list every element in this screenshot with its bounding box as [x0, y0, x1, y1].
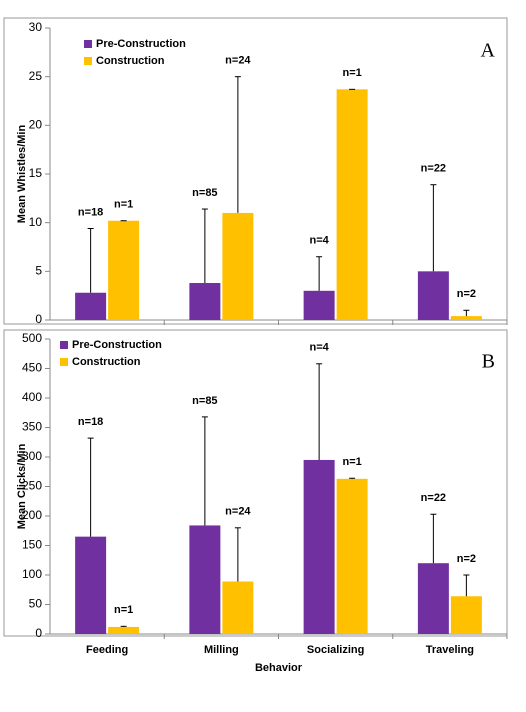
y-tick-label: 300: [22, 449, 42, 463]
legend-swatch: [84, 57, 92, 65]
annotation: n=1: [114, 604, 133, 616]
y-tick-label: 30: [29, 20, 43, 34]
y-tick-label: 350: [22, 420, 42, 434]
error-bar: [463, 309, 470, 317]
annotation: n=18: [78, 206, 103, 218]
annotation: n=22: [421, 163, 446, 175]
bar: [450, 316, 482, 320]
annotation: n=4: [309, 342, 329, 354]
annotation: n=1: [342, 456, 361, 468]
y-tick-label: 150: [22, 538, 42, 552]
bar: [336, 478, 368, 634]
error-bar: [316, 256, 323, 291]
error-bar: [316, 363, 323, 460]
error-bar: [234, 76, 241, 213]
bar: [189, 525, 221, 634]
bar: [336, 89, 368, 320]
bar: [450, 596, 482, 634]
y-tick-label: 15: [29, 166, 43, 180]
legend-label: Pre-Construction: [72, 339, 162, 351]
y-tick-label: 250: [22, 479, 42, 493]
panel-label: A: [481, 40, 496, 62]
y-tick-label: 100: [22, 567, 42, 581]
x-axis-title: Behavior: [255, 662, 303, 674]
panel-label: B: [482, 351, 495, 373]
annotation: n=1: [342, 67, 361, 79]
legend-swatch: [60, 358, 68, 366]
bar: [189, 283, 221, 320]
bar: [108, 626, 140, 634]
error-bar: [430, 513, 437, 564]
legend-swatch: [84, 40, 92, 48]
y-tick-label: 0: [35, 312, 42, 326]
bar: [417, 271, 449, 320]
y-tick-label: 400: [22, 390, 42, 404]
error-bar: [349, 477, 356, 479]
bar: [417, 563, 449, 634]
annotation: n=24: [225, 55, 251, 67]
annotation: n=2: [457, 553, 476, 565]
error-bar: [87, 228, 94, 293]
y-tick-label: 0: [35, 626, 42, 640]
y-tick-label: 20: [29, 118, 43, 132]
error-bar: [463, 574, 470, 597]
annotation: n=2: [457, 288, 476, 300]
legend-label: Construction: [72, 356, 141, 368]
error-bar: [87, 437, 94, 537]
y-axis-title: Mean Whistles/Min: [16, 125, 28, 224]
x-tick-label: Traveling: [426, 644, 474, 656]
y-tick-label: 200: [22, 508, 42, 522]
y-tick-label: 450: [22, 361, 42, 375]
annotation: n=18: [78, 416, 103, 428]
bar: [222, 212, 254, 320]
x-tick-label: Feeding: [86, 644, 128, 656]
y-axis-title: Mean Clicks/Min: [16, 443, 28, 529]
panel-frame: [3, 329, 508, 637]
y-tick-label: 25: [29, 69, 43, 83]
error-bar: [120, 625, 127, 627]
panel-frame: [3, 17, 508, 325]
bar: [75, 292, 107, 320]
y-tick-label: 10: [29, 215, 43, 229]
annotation: n=85: [192, 395, 217, 407]
annotation: n=24: [225, 506, 251, 518]
error-bar: [201, 208, 208, 284]
legend-swatch: [60, 341, 68, 349]
bar: [303, 290, 335, 320]
annotation: n=22: [421, 492, 446, 504]
error-bar: [234, 527, 241, 582]
x-tick-label: Milling: [204, 644, 239, 656]
legend-label: Pre-Construction: [96, 38, 186, 50]
y-tick-label: 50: [29, 597, 43, 611]
bar: [75, 536, 107, 634]
legend-label: Construction: [96, 55, 165, 67]
annotation: n=85: [192, 187, 217, 199]
y-tick-label: 500: [22, 331, 42, 345]
bar: [222, 581, 254, 634]
bar: [108, 220, 140, 320]
x-tick-label: Socializing: [307, 644, 364, 656]
annotation: n=4: [309, 235, 329, 247]
y-tick-label: 5: [35, 264, 42, 278]
annotation: n=1: [114, 199, 133, 211]
bar: [303, 459, 335, 634]
error-bar: [430, 184, 437, 272]
error-bar: [201, 416, 208, 526]
